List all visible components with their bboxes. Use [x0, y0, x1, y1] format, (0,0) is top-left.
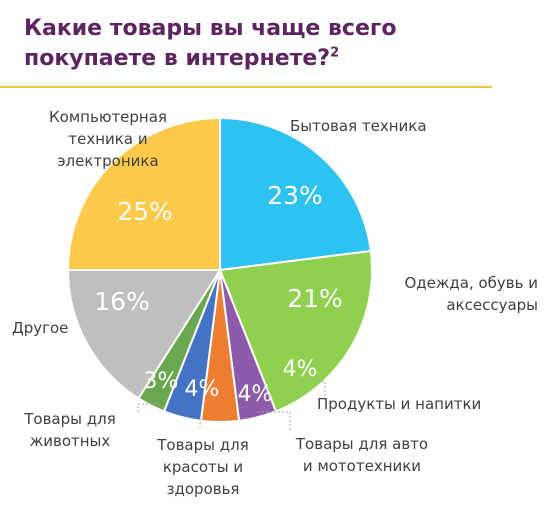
category-label: Товары для красоты и здоровья	[156, 436, 249, 498]
data-label: 16%	[94, 287, 150, 316]
category-label: Товары для животных	[23, 410, 116, 450]
category-label: Компьютерная техника и электроника	[49, 108, 167, 170]
data-label: 4%	[238, 382, 273, 407]
category-label: Продукты и напитки	[317, 395, 481, 413]
category-label: Бытовая техника	[290, 117, 427, 135]
pie-slice	[218, 249, 373, 413]
category-label: Одежда, обувь и аксессуары	[404, 274, 538, 314]
title-divider	[0, 86, 492, 88]
pie-slice	[219, 116, 372, 272]
category-label: Другое	[12, 319, 68, 337]
data-label: 3%	[144, 369, 179, 394]
leader-line	[258, 411, 291, 430]
footnote-mark: 2	[330, 45, 340, 61]
leader-line	[137, 403, 160, 412]
data-label: 23%	[267, 181, 323, 210]
chart-title-text: Какие товары вы чаще всего покупаете в и…	[24, 16, 397, 71]
chart-title: Какие товары вы чаще всего покупаете в и…	[24, 14, 524, 74]
data-label: 21%	[287, 284, 343, 313]
category-label: Товары для авто и мототехники	[295, 435, 428, 475]
leader-line	[290, 380, 326, 396]
data-label: 4%	[185, 377, 220, 402]
pie-slice	[66, 116, 221, 271]
data-label: 4%	[283, 357, 318, 382]
pie-slice	[66, 269, 222, 400]
data-label: 25%	[117, 197, 173, 226]
